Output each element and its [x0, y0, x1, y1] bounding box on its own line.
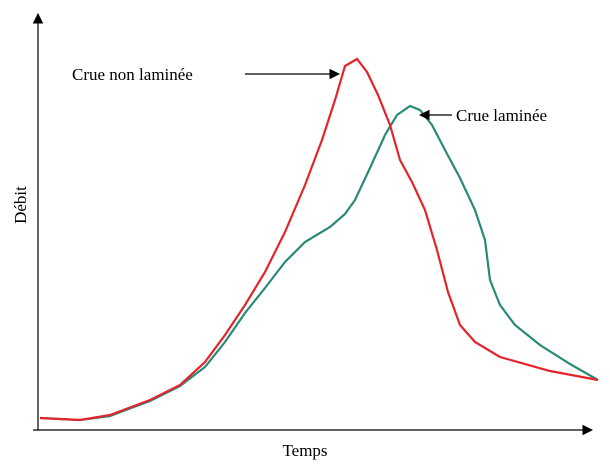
annotation-label: Crue laminée — [456, 106, 547, 125]
natural-flood-curve — [39, 57, 599, 422]
annotation-label: Crue non laminée — [72, 65, 193, 84]
y-axis-label: Débit — [11, 186, 30, 224]
attenuated-flood-curve — [39, 104, 599, 422]
x-axis-label: Temps — [282, 441, 327, 460]
